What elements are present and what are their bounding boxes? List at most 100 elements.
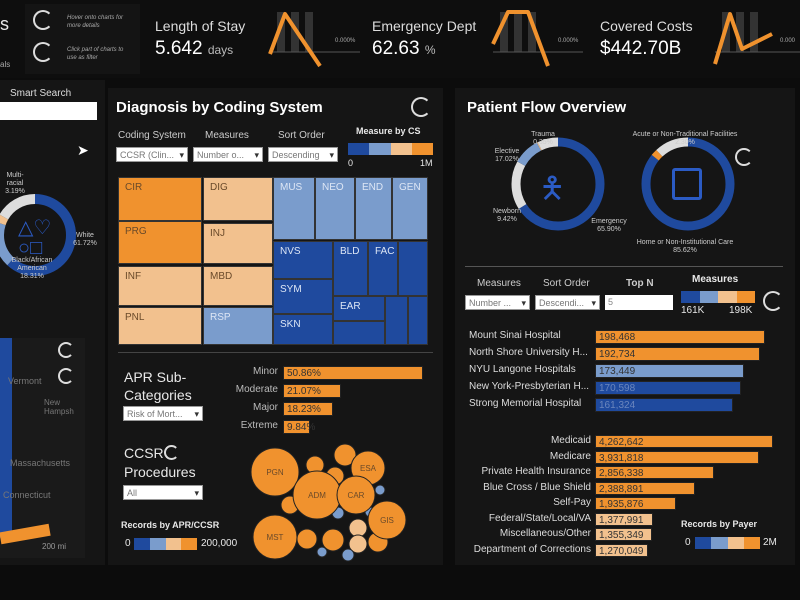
treemap-cell-inj[interactable]: INJ bbox=[203, 223, 273, 264]
disposition-donut[interactable] bbox=[640, 136, 736, 232]
kpi-unit: days bbox=[207, 43, 234, 57]
map-hover-icon bbox=[58, 342, 74, 358]
home-label: Home or Non-Institutional Care bbox=[636, 239, 734, 246]
measures-label: Measures bbox=[205, 130, 249, 141]
treemap-cell-pnl[interactable]: PNL bbox=[118, 307, 202, 345]
treemap-cell-nvs[interactable]: NVS bbox=[273, 241, 333, 279]
payer-bar[interactable]: 2,388,891 bbox=[595, 481, 695, 495]
treemap-cell-fac[interactable]: FAC bbox=[368, 241, 398, 296]
measures-select[interactable]: Number o... bbox=[193, 147, 263, 163]
ccsr-select[interactable]: All bbox=[123, 485, 203, 501]
bubble-mst[interactable] bbox=[252, 514, 298, 560]
payer-legend-max: 2M bbox=[763, 537, 777, 548]
payer-bar[interactable]: 2,856,338 bbox=[595, 466, 715, 479]
bubble[interactable] bbox=[348, 518, 368, 538]
bubble[interactable] bbox=[333, 443, 357, 467]
flow-sort-select[interactable]: Descendi... bbox=[535, 295, 600, 311]
payer-bar[interactable]: 3,931,818 bbox=[595, 450, 760, 464]
treemap-cell-end[interactable]: END bbox=[355, 177, 392, 240]
treemap-cell-prg[interactable]: PRG bbox=[118, 221, 202, 264]
diagnosis-panel: Diagnosis by Coding System Coding System… bbox=[108, 88, 443, 565]
bubble[interactable] bbox=[341, 548, 355, 562]
treemap-cell[interactable] bbox=[333, 321, 385, 345]
hospital-bar[interactable]: 170,598 bbox=[595, 381, 742, 395]
payer-bar[interactable]: 1,270,049 bbox=[595, 543, 649, 557]
apr-select[interactable]: Risk of Mort... bbox=[123, 406, 203, 422]
kpi-unit: % bbox=[424, 43, 436, 57]
treemap-cell-sym[interactable]: SYM bbox=[273, 279, 333, 314]
bubble-gis[interactable] bbox=[367, 500, 407, 540]
bubble[interactable] bbox=[348, 534, 368, 554]
diagnosis-title: Diagnosis by Coding System bbox=[116, 99, 323, 116]
kpi-spark-label: 0.000% bbox=[335, 38, 356, 44]
donut-segment-other[interactable] bbox=[0, 194, 76, 276]
payer-bar[interactable]: 1,935,876 bbox=[595, 497, 676, 510]
ccsr-bubble-chart[interactable]: PGN ADM ESA CAR GIS MST bbox=[250, 440, 410, 565]
map-state-shape[interactable] bbox=[0, 338, 12, 538]
diagnosis-treemap[interactable]: CIR PRG INF PNL DIG INJ MBD RSP MUS NEO END GEN NVS S… bbox=[118, 177, 428, 345]
hospital-label: NYU Langone Hospitals bbox=[469, 364, 576, 375]
apr-bar[interactable]: 21.07% bbox=[283, 384, 341, 398]
treemap-cell-mus[interactable]: MUS bbox=[273, 177, 315, 240]
hospital-bar[interactable]: 198,468 bbox=[595, 330, 765, 344]
apr-bar-label: Moderate bbox=[235, 384, 278, 395]
apr-bar[interactable]: 18.23% bbox=[283, 402, 334, 416]
bubble-car[interactable] bbox=[336, 475, 376, 515]
payer-label: Medicare bbox=[549, 450, 591, 462]
kpi-sparkline[interactable] bbox=[488, 4, 588, 74]
race-donut-chart[interactable] bbox=[0, 190, 80, 280]
kpi-number: 62.63 bbox=[372, 38, 420, 59]
kpi-title: Emergency Dept bbox=[372, 18, 477, 34]
region-map[interactable]: Vermont New Hampsh Massachusetts Connect… bbox=[0, 338, 85, 558]
treemap-cell[interactable] bbox=[398, 241, 428, 296]
map-label-nh: New Hampsh bbox=[44, 398, 74, 416]
hospital-label: North Shore University H... bbox=[469, 347, 588, 358]
treemap-cell-skn[interactable]: SKN bbox=[273, 314, 333, 345]
donut-segment[interactable] bbox=[511, 137, 605, 231]
kpi-sparkline[interactable] bbox=[710, 4, 800, 74]
admission-type-donut[interactable] bbox=[510, 136, 606, 232]
bubble-pgn[interactable] bbox=[250, 447, 300, 497]
smart-search-input[interactable] bbox=[0, 102, 97, 120]
treemap-cell-mbd[interactable]: MBD bbox=[203, 266, 273, 306]
sort-order-select[interactable]: Descending bbox=[268, 147, 338, 163]
elective-label: Elective bbox=[494, 148, 520, 155]
payer-bar[interactable]: 1,355,349 bbox=[595, 528, 652, 541]
hospital-bar[interactable]: 173,449 bbox=[595, 364, 744, 378]
elective-pct: 17.02% bbox=[495, 156, 519, 163]
treemap-cell[interactable] bbox=[408, 296, 428, 345]
apr-bar[interactable]: 50.86% bbox=[283, 366, 423, 380]
bubble[interactable] bbox=[296, 528, 318, 550]
bubble[interactable] bbox=[321, 528, 345, 552]
top-n-input[interactable]: 5 bbox=[605, 295, 673, 310]
treemap-cell[interactable] bbox=[385, 296, 408, 345]
kpi-sparkline[interactable] bbox=[265, 4, 365, 74]
race-label-black: Black/African American bbox=[11, 257, 53, 272]
treemap-cell-rsp[interactable]: RSP bbox=[203, 307, 273, 345]
donut-segment-other[interactable] bbox=[641, 137, 735, 231]
treemap-cell-ear[interactable]: EAR bbox=[333, 296, 385, 321]
bubble[interactable] bbox=[374, 484, 386, 496]
emergency-label: Emergency bbox=[591, 218, 627, 225]
treemap-cell-gen[interactable]: GEN bbox=[392, 177, 428, 240]
patient-flow-panel: Patient Flow Overview 🯅 Trauma 0.35% Elec… bbox=[455, 88, 795, 565]
map-label-ma: Massachusetts bbox=[10, 458, 71, 468]
hospital-bar[interactable]: 192,734 bbox=[595, 347, 761, 361]
header: s als Hover onto charts for more details… bbox=[0, 0, 800, 78]
treemap-cell-inf[interactable]: INF bbox=[118, 266, 202, 306]
apr-bar[interactable]: 9.84% bbox=[283, 420, 315, 434]
payer-bar[interactable]: 4,262,642 bbox=[595, 435, 773, 448]
race-label-multi: Multi-racial bbox=[6, 172, 24, 187]
click-cursor-icon bbox=[33, 42, 53, 62]
payer-bar[interactable]: 1,377,991 bbox=[595, 512, 653, 526]
treemap-cell-neo[interactable]: NEO bbox=[315, 177, 355, 240]
trauma-pct: 0.35% bbox=[533, 139, 553, 146]
coding-system-select[interactable]: CCSR (Clin... bbox=[116, 147, 188, 163]
hospital-bar[interactable]: 161,324 bbox=[595, 398, 734, 412]
bubble[interactable] bbox=[316, 546, 328, 558]
donut-segment-other[interactable] bbox=[511, 137, 605, 231]
treemap-cell-bld[interactable]: BLD bbox=[333, 241, 368, 296]
flow-measures-select[interactable]: Number ... bbox=[465, 295, 530, 311]
treemap-cell-cir[interactable]: CIR bbox=[118, 177, 202, 221]
treemap-cell-dig[interactable]: DIG bbox=[203, 177, 273, 221]
